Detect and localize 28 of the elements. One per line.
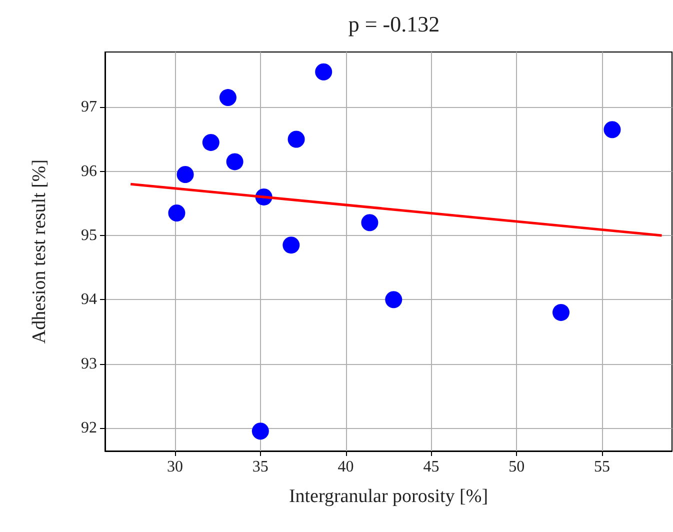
y-tick-label: 92 [81,419,97,436]
point [315,63,332,80]
point [226,153,244,170]
y-tick-label: 93 [81,355,97,372]
point [288,130,305,148]
point [202,134,220,151]
x-tick-label: 30 [167,458,184,476]
x-tick-label: 50 [508,458,525,476]
x-tick-label: 40 [338,458,354,476]
x-tick-label: 45 [423,458,440,476]
y-tick-label: 96 [81,162,97,180]
x-tick-label: 55 [594,458,610,476]
point [604,121,621,138]
chart-title: p = -0.132 [348,12,440,36]
point [361,214,378,232]
y-tick-label: 95 [81,226,97,244]
y-axis-title: Adhesion test result [%] [29,159,50,344]
point [219,89,236,106]
point [176,166,194,184]
point [252,422,269,440]
x-axis-title: Intergranular porosity [%] [288,486,488,507]
point [552,304,570,321]
point [282,236,300,254]
y-tick-label: 97 [81,98,97,116]
x-tick-label: 35 [252,458,268,476]
y-tick-label: 94 [81,291,97,308]
point [385,291,402,308]
point [168,204,186,222]
